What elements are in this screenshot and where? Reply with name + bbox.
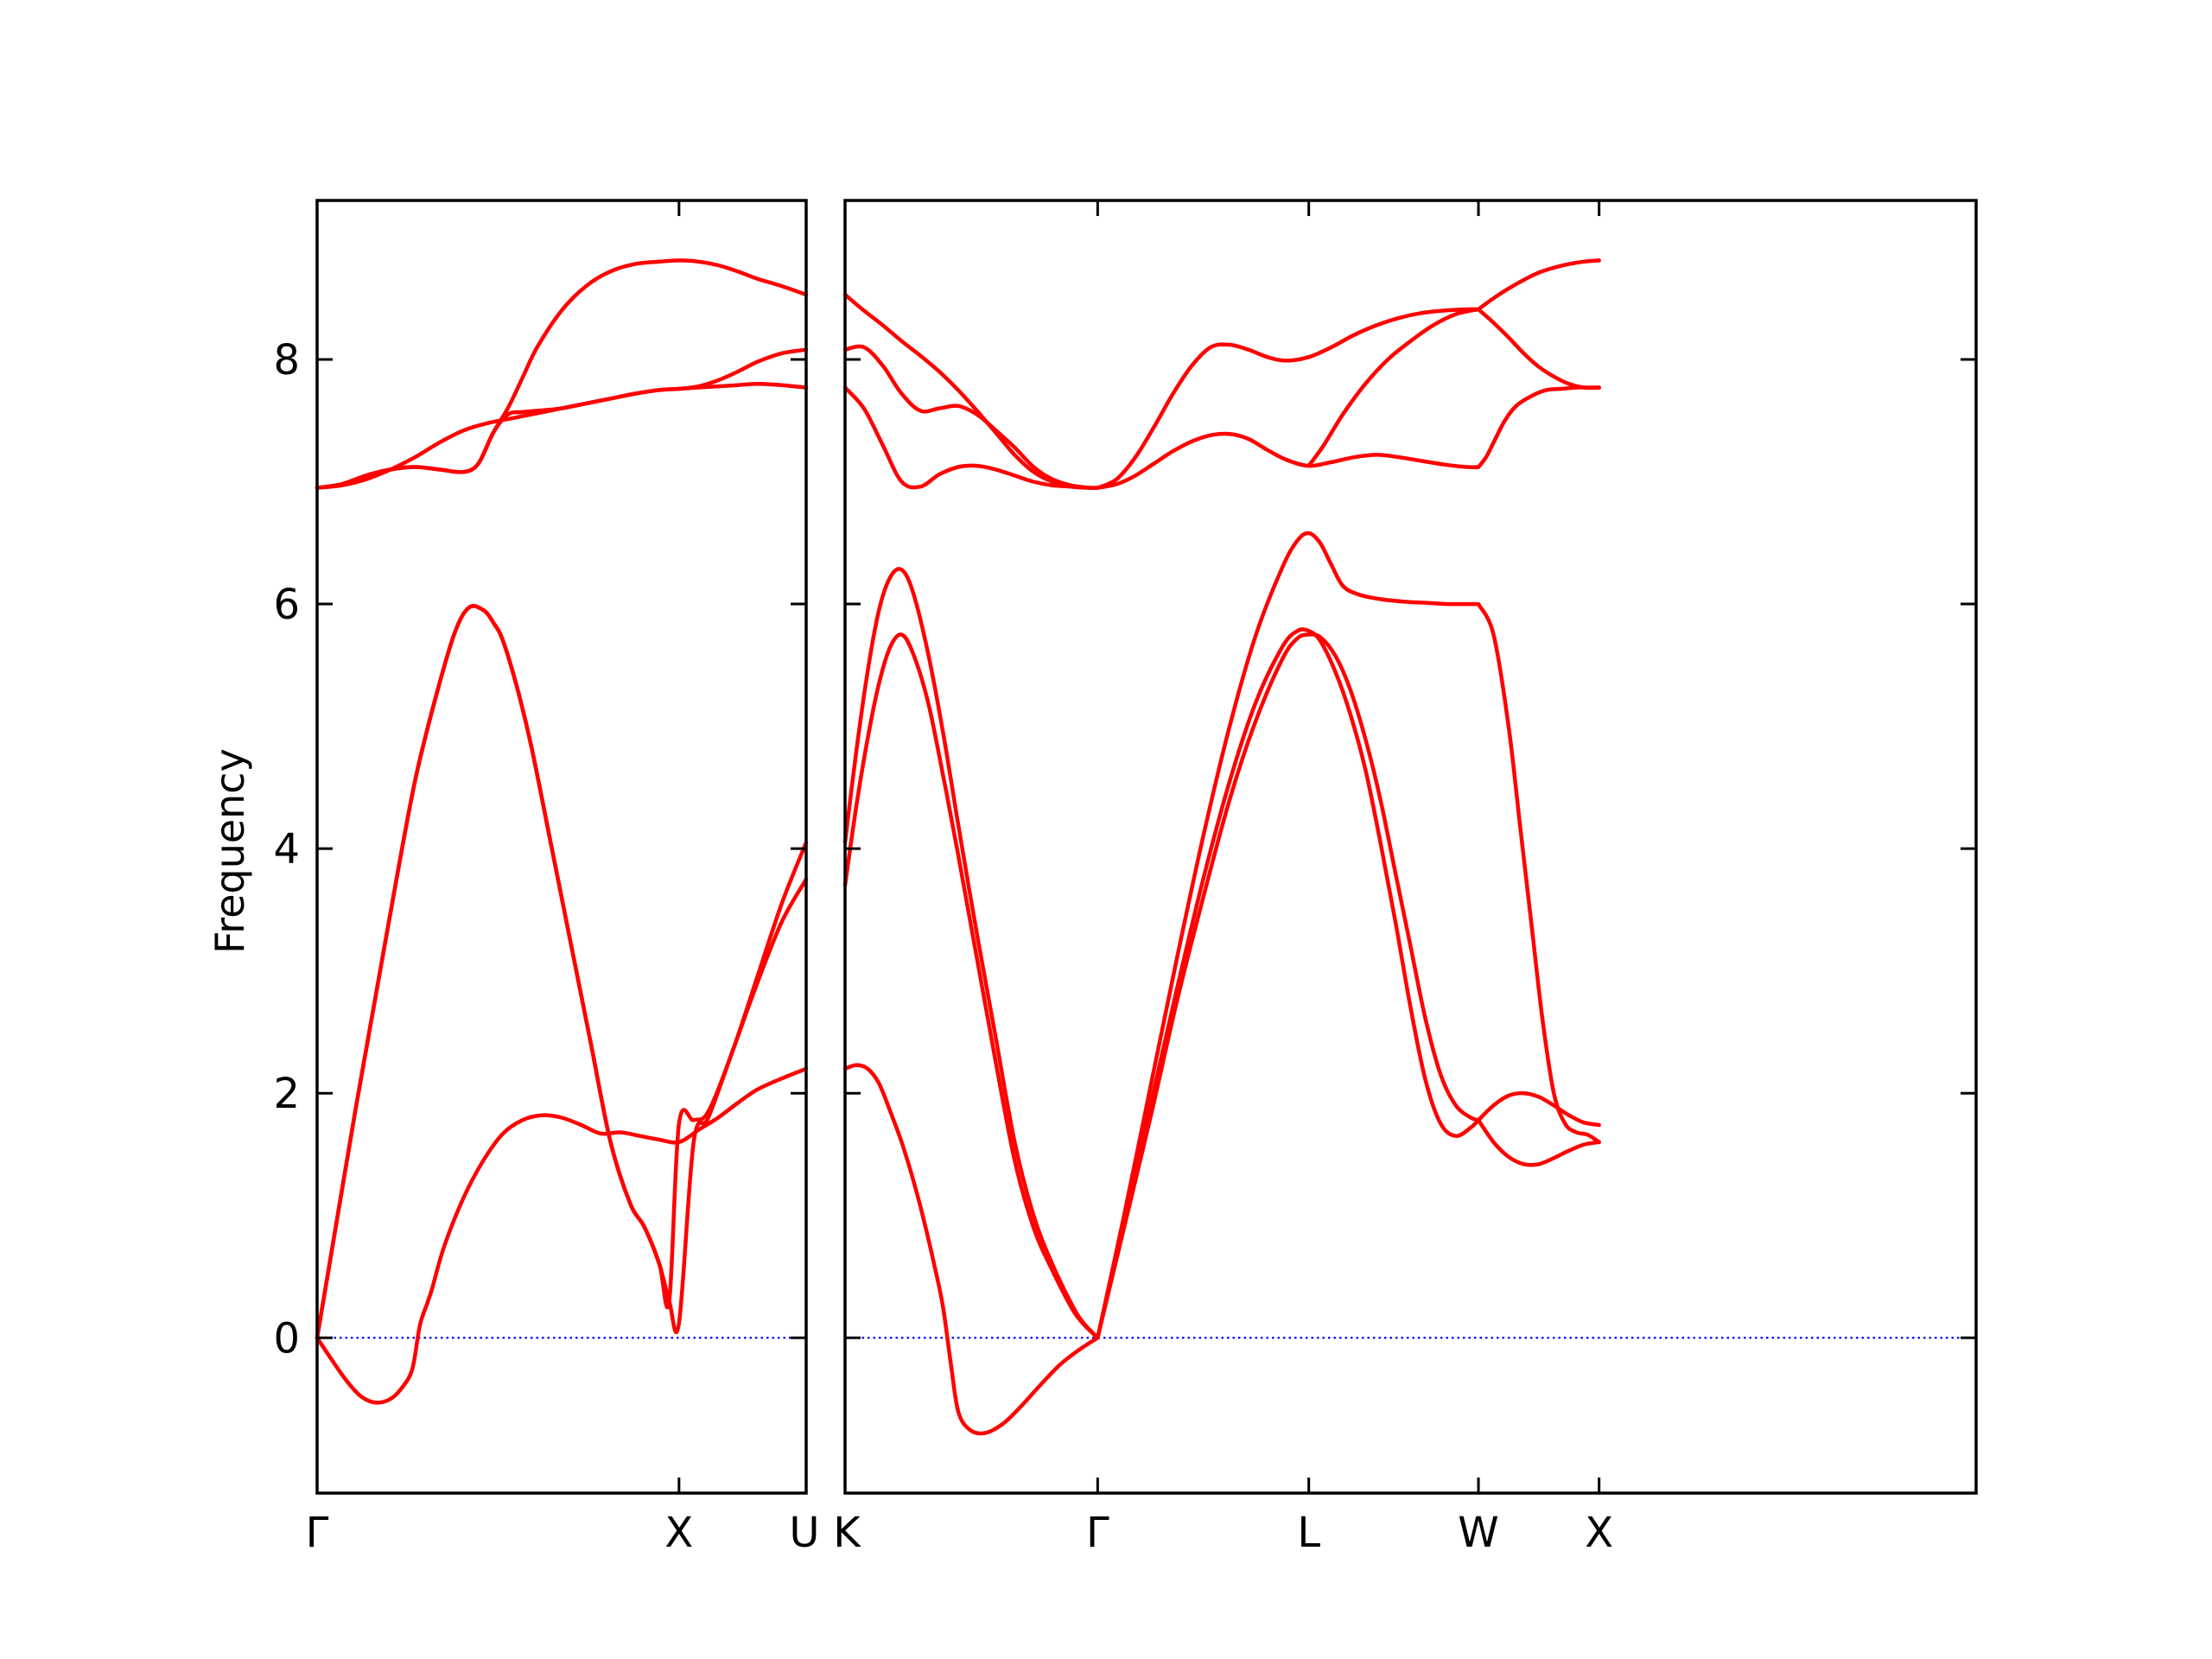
band-series-line-2 <box>842 632 1100 1340</box>
band-series-line-5 <box>1096 627 1481 1340</box>
y-tick-label: 6 <box>273 581 300 629</box>
band-series-line-4 <box>315 382 809 490</box>
band-series-line-11 <box>1096 307 1481 490</box>
band-series-line-1 <box>315 1066 809 1405</box>
x-tick-label: U <box>789 1509 819 1557</box>
y-tick-label: 2 <box>273 1070 300 1118</box>
x-tick-label: Γ <box>306 1509 329 1557</box>
band-series-line-2 <box>315 604 809 1340</box>
band-series-line-5 <box>315 347 809 490</box>
band-series-line-17 <box>1476 1090 1601 1128</box>
band-series-line-4 <box>1096 632 1481 1340</box>
x-tick-label: L <box>1297 1509 1320 1557</box>
x-tick-label: X <box>664 1509 693 1557</box>
band-series-line-18 <box>1476 1118 1601 1167</box>
y-tick-label: 8 <box>273 336 300 385</box>
band-series-line-15 <box>1476 385 1601 469</box>
plot-frame <box>315 199 808 1495</box>
band-series-line-16 <box>1476 601 1601 1145</box>
band-series-line-10 <box>1096 431 1481 490</box>
band-series-line-6 <box>315 258 809 490</box>
x-tick-label: K <box>833 1509 861 1557</box>
x-tick-label: W <box>1458 1509 1498 1557</box>
band-series-line-1 <box>842 1063 1100 1436</box>
y-tick-label: 0 <box>273 1314 300 1363</box>
panel-left: 0 2 4 6 8 Γ X U <box>273 199 820 1557</box>
x-tick-label: Γ <box>1086 1509 1109 1557</box>
band-series-line-14 <box>1476 307 1601 391</box>
band-series-line-12 <box>1306 307 1481 468</box>
y-axis-title: Frequency <box>207 748 253 954</box>
plot-frame <box>843 199 1978 1495</box>
band-series-line-3 <box>842 567 1100 1340</box>
band-series-line-3 <box>315 604 809 1340</box>
band-series-line-13 <box>1476 258 1601 312</box>
band-series-line-9 <box>842 292 1100 490</box>
band-series-line-6 <box>1096 531 1481 1340</box>
y-tick-label: 4 <box>273 825 300 874</box>
x-tick-label: X <box>1585 1509 1613 1557</box>
